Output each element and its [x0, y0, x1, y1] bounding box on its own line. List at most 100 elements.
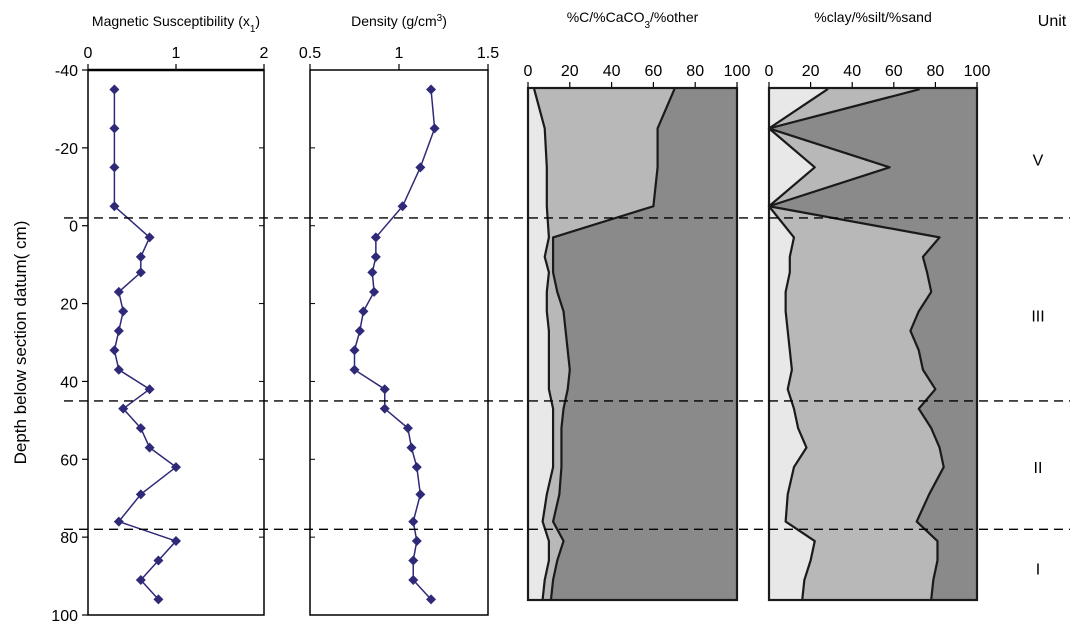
data-point-marker	[135, 489, 146, 500]
data-point-marker	[408, 516, 419, 527]
panel-frame	[767, 86, 979, 602]
x-tick-label: 100	[724, 63, 751, 80]
panel-frame	[526, 86, 739, 602]
panel-title-main: %clay/%silt/%sand	[814, 9, 932, 25]
data-point-marker	[171, 462, 181, 473]
panel-title-main: Magnetic Susceptibility (x	[92, 13, 250, 29]
x-tick-label: 2	[260, 45, 269, 62]
data-point-marker	[153, 555, 164, 566]
data-point-marker	[135, 267, 146, 278]
data-point-marker	[109, 201, 120, 212]
x-tick-label: 100	[964, 63, 991, 80]
series-line	[113, 89, 178, 600]
data-point-marker	[379, 403, 390, 414]
x-tick-label: 80	[686, 63, 704, 80]
area-boundary-line-1	[549, 88, 676, 601]
x-tick-label: 0	[765, 63, 774, 80]
data-point-marker	[408, 574, 419, 585]
x-tick-label: 20	[802, 63, 820, 80]
x-tick-label: 60	[885, 63, 903, 80]
data-point-marker	[411, 536, 422, 547]
unit-label: II	[1034, 460, 1043, 477]
unit-label: I	[1036, 561, 1040, 578]
data-point-marker	[113, 364, 124, 375]
data-point-marker	[144, 232, 155, 243]
data-point-marker	[118, 306, 129, 317]
data-point-marker	[402, 423, 413, 434]
data-point-marker	[135, 251, 146, 262]
x-tick-label: 0	[84, 45, 93, 62]
y-tick-label: 40	[60, 374, 78, 391]
data-point-marker	[369, 286, 380, 297]
y-tick-label: 100	[51, 608, 78, 621]
y-tick-label: 20	[60, 297, 78, 314]
data-point-marker	[429, 123, 440, 134]
data-point-marker	[109, 123, 120, 134]
x-tick-label: 1	[395, 45, 404, 62]
x-tick-label: 40	[603, 63, 621, 80]
data-point-marker	[411, 462, 422, 473]
panel-title-close: )	[255, 13, 260, 29]
data-point-marker	[408, 555, 419, 566]
x-tick-label: 0.5	[299, 45, 321, 62]
panel-title-close: /%other	[650, 9, 699, 25]
data-point-marker	[118, 403, 129, 414]
panel-title: %clay/%silt/%sand	[814, 9, 932, 25]
x-tick-label: 80	[927, 63, 945, 80]
x-tick-label: 40	[843, 63, 861, 80]
x-tick-label: 1.5	[477, 45, 499, 62]
data-point-marker	[397, 201, 408, 212]
unit-header: Unit	[1038, 13, 1067, 30]
data-point-marker	[144, 442, 155, 453]
data-point-marker	[367, 267, 378, 278]
line-layer	[109, 84, 945, 605]
panel-title: %C/%CaCO3/%other	[567, 9, 699, 31]
area-boundary-line-0	[533, 88, 555, 601]
data-point-marker	[135, 574, 146, 585]
data-point-marker	[379, 384, 390, 395]
panel-frame	[309, 69, 489, 616]
data-point-marker	[354, 325, 365, 336]
panel-title-main: Density (g/cm	[351, 13, 437, 29]
frame-layer	[82, 64, 979, 616]
x-tick-label: 0	[524, 63, 533, 80]
data-point-marker	[415, 489, 426, 500]
data-point-marker	[415, 162, 426, 173]
panel-title-subscript: 1	[250, 24, 256, 35]
data-point-marker	[109, 162, 120, 173]
x-tick-label: 20	[561, 63, 579, 80]
data-point-marker	[113, 286, 124, 297]
data-point-marker	[349, 364, 360, 375]
x-tick-label: 60	[645, 63, 663, 80]
data-point-marker	[113, 516, 124, 527]
area-series-1	[769, 88, 944, 600]
panel-title-main: %C/%CaCO	[567, 9, 645, 25]
area-series-1	[528, 88, 675, 600]
unit-label: V	[1033, 153, 1044, 170]
data-point-marker	[426, 84, 437, 95]
data-point-marker	[349, 345, 360, 356]
data-point-marker	[144, 384, 155, 395]
data-point-marker	[358, 306, 369, 317]
area-boundary-line-0	[767, 88, 829, 601]
y-tick-label: 80	[60, 530, 78, 547]
data-point-marker	[370, 251, 381, 262]
panel-title: Magnetic Susceptibility (x1)	[92, 13, 260, 35]
data-point-marker	[113, 325, 124, 336]
boundary-layer	[64, 217, 1070, 531]
data-point-marker	[426, 594, 437, 605]
data-point-marker	[109, 84, 120, 95]
data-point-marker	[153, 594, 164, 605]
y-axis-title: Depth below section datum( cm)	[11, 221, 30, 465]
panel-title: Density (g/cm3)	[351, 13, 447, 30]
y-tick-label: -20	[55, 141, 78, 158]
x-tick-label: 1	[172, 45, 181, 62]
area-layer	[528, 88, 977, 600]
data-point-marker	[171, 536, 181, 547]
data-point-marker	[406, 442, 417, 453]
area-series-0	[769, 88, 828, 600]
panel-title-subscript: 3	[644, 20, 650, 31]
y-tick-label: -40	[55, 63, 78, 80]
